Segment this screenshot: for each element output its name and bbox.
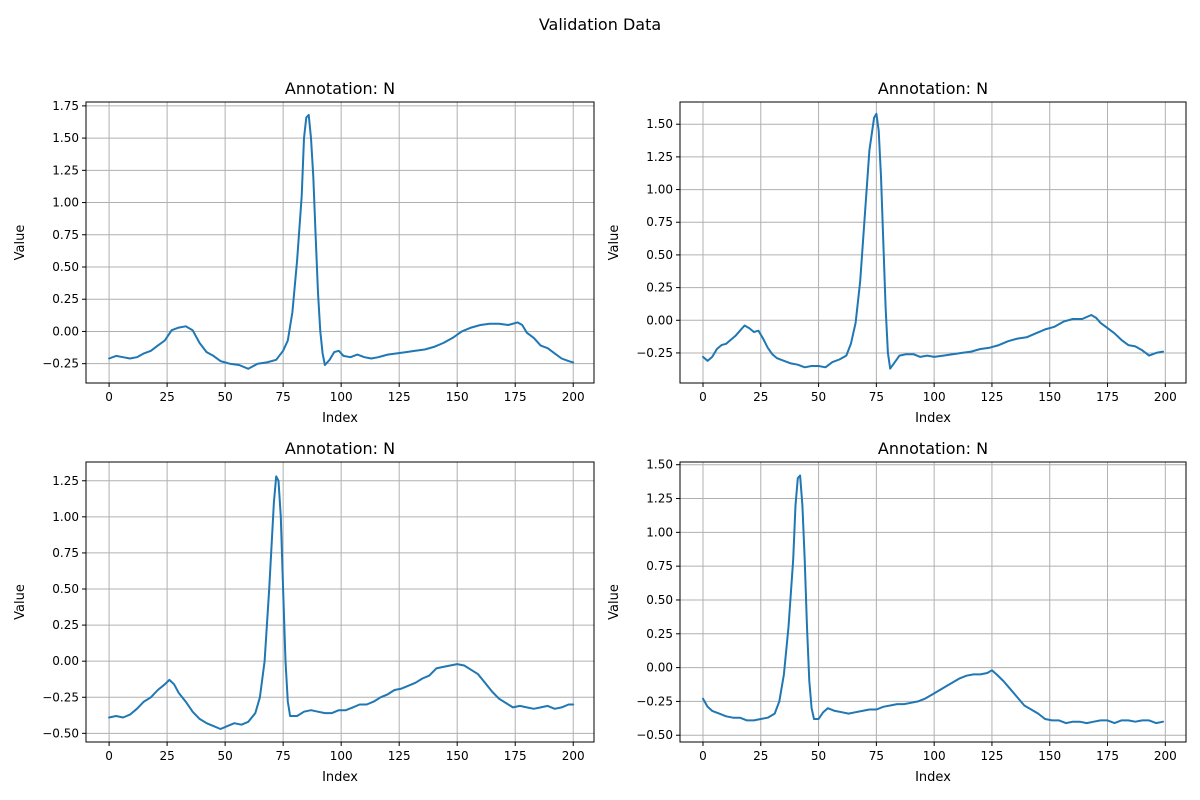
plot-frame — [679, 101, 1187, 384]
y-tick-label: −0.25 — [42, 357, 79, 371]
x-tick-label: 50 — [811, 390, 826, 404]
x-tick-label: 75 — [276, 749, 291, 763]
x-tick-label: 25 — [159, 390, 174, 404]
subplot-bottom-left: 0 25 50 75 100 125 150 175 200 −0.50 −0.25 0.00 0.25… — [13, 439, 595, 785]
x-tick-label: 125 — [980, 390, 1003, 404]
x-tick-label: 200 — [1154, 390, 1177, 404]
y-tick-label: 0.50 — [646, 248, 673, 262]
x-tick-label: 150 — [1038, 390, 1061, 404]
y-tick-label: 0.75 — [646, 215, 673, 229]
x-tick-label: 175 — [504, 749, 527, 763]
subplot-title: Annotation: N — [285, 439, 395, 458]
y-tick-label: 0.50 — [52, 582, 79, 596]
x-axis-label: Index — [915, 411, 951, 426]
x-tick-label: 25 — [159, 749, 174, 763]
y-tick-label: −0.25 — [42, 690, 79, 704]
x-tick-label: 125 — [980, 749, 1003, 763]
subplot-title: Annotation: N — [878, 439, 988, 458]
x-tick-label: 50 — [217, 749, 232, 763]
x-tick-label: 0 — [105, 749, 113, 763]
y-tick-label: 0.00 — [52, 654, 79, 668]
plot-frame — [679, 461, 1187, 743]
series-line — [702, 474, 1164, 725]
y-tick-label: 1.75 — [52, 99, 79, 113]
y-tick-label: 1.00 — [52, 196, 79, 210]
x-tick-label: 50 — [811, 749, 826, 763]
x-axis-label: Index — [915, 770, 951, 785]
y-tick-label: 0.75 — [52, 546, 79, 560]
x-tick-label: 25 — [753, 749, 768, 763]
series-line — [108, 475, 575, 730]
y-tick-label: 1.25 — [646, 492, 673, 506]
y-tick-label: 1.25 — [52, 163, 79, 177]
x-tick-label: 200 — [562, 390, 585, 404]
subplot-title: Annotation: N — [285, 79, 395, 98]
x-tick-label: 50 — [217, 390, 232, 404]
y-tick-label: 0.25 — [646, 627, 673, 641]
y-tick-label: 0.75 — [52, 228, 79, 242]
x-tick-label: 200 — [562, 749, 585, 763]
plot-frame — [85, 101, 595, 384]
subplot-top-left: 0 25 50 75 100 125 150 175 200 −0.25 0.00 0.25 0.50 0… — [13, 79, 595, 426]
y-tick-label: 1.00 — [646, 183, 673, 197]
x-tick-label: 75 — [869, 390, 884, 404]
x-tick-label: 0 — [105, 390, 113, 404]
y-tick-label: 0.25 — [52, 618, 79, 632]
y-tick-label: 0.00 — [646, 313, 673, 327]
x-axis-label: Index — [322, 770, 358, 785]
x-tick-label: 0 — [699, 749, 707, 763]
x-tick-label: 0 — [699, 390, 707, 404]
y-tick-label: −0.50 — [636, 728, 673, 742]
x-tick-label: 175 — [1096, 749, 1119, 763]
x-tick-label: 75 — [276, 390, 291, 404]
x-tick-label: 150 — [446, 749, 469, 763]
y-tick-label: 1.50 — [646, 117, 673, 131]
x-tick-label: 100 — [923, 390, 946, 404]
y-tick-label: 1.50 — [52, 131, 79, 145]
y-tick-label: 0.25 — [52, 292, 79, 306]
x-tick-label: 125 — [388, 390, 411, 404]
y-tick-label: 1.00 — [646, 525, 673, 539]
x-tick-label: 100 — [330, 390, 353, 404]
x-tick-label: 100 — [330, 749, 353, 763]
y-tick-label: 0.00 — [646, 661, 673, 675]
figure-title: Validation Data — [539, 15, 661, 34]
y-tick-label: −0.25 — [636, 346, 673, 360]
x-tick-label: 175 — [1096, 390, 1119, 404]
y-tick-label: −0.25 — [636, 694, 673, 708]
y-axis-label: Value — [607, 225, 622, 261]
y-tick-label: −0.50 — [42, 726, 79, 740]
x-tick-label: 125 — [388, 749, 411, 763]
x-tick-label: 200 — [1154, 749, 1177, 763]
y-tick-label: 0.00 — [52, 324, 79, 338]
y-axis-label: Value — [607, 584, 622, 620]
y-tick-label: 1.25 — [646, 150, 673, 164]
y-tick-label: 1.25 — [52, 474, 79, 488]
y-tick-label: 0.50 — [646, 593, 673, 607]
x-tick-label: 175 — [504, 390, 527, 404]
subplot-title: Annotation: N — [878, 79, 988, 98]
series-line — [702, 112, 1164, 370]
series-line — [108, 113, 575, 370]
subplot-top-right: 0 25 50 75 100 125 150 175 200 −0.25 0.00 0.25 0.50 0… — [607, 79, 1187, 426]
y-tick-label: 1.50 — [646, 458, 673, 472]
x-tick-label: 100 — [923, 749, 946, 763]
x-tick-label: 150 — [446, 390, 469, 404]
y-tick-label: 1.00 — [52, 510, 79, 524]
y-tick-label: 0.25 — [646, 281, 673, 295]
y-axis-label: Value — [13, 584, 28, 620]
x-tick-label: 150 — [1038, 749, 1061, 763]
subplot-bottom-right: 0 25 50 75 100 125 150 175 200 −0.50 −0.25 0.00 0.25… — [607, 439, 1187, 785]
y-tick-label: 0.75 — [646, 559, 673, 573]
x-tick-label: 25 — [753, 390, 768, 404]
x-axis-label: Index — [322, 411, 358, 426]
y-axis-label: Value — [13, 225, 28, 261]
x-tick-label: 75 — [869, 749, 884, 763]
plot-frame — [85, 461, 595, 743]
y-tick-label: 0.50 — [52, 260, 79, 274]
